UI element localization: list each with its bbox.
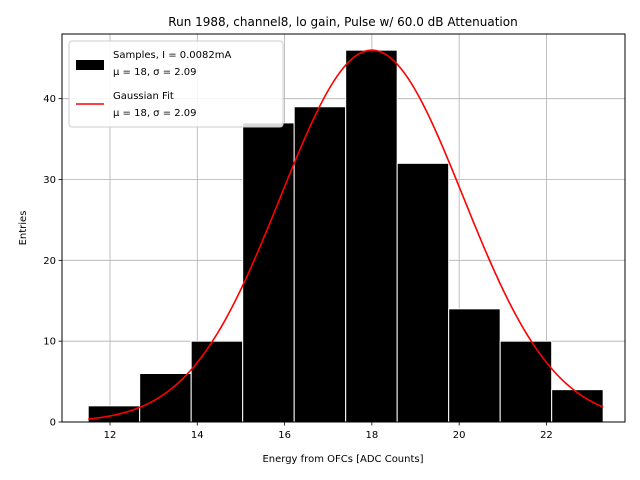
gaussian-fit [88, 49, 604, 420]
x-tick-label: 14 [191, 430, 204, 441]
legend-fit-label: Gaussian Fit [113, 91, 174, 102]
legend-box [68, 40, 284, 128]
gaussian-fit-curve [88, 49, 604, 420]
histogram-bar [448, 308, 501, 423]
axis-ticks: 12 14 16 18 20 22 0 10 20 30 40 [43, 94, 553, 441]
y-tick-label: 30 [43, 175, 56, 186]
histogram-bar [87, 405, 141, 423]
histogram-bar [499, 340, 553, 423]
x-tick-label: 12 [104, 430, 117, 441]
histogram-bar [190, 340, 244, 423]
y-tick-label: 40 [43, 94, 56, 105]
legend-fit-stats: μ = 18, σ = 2.09 [113, 108, 197, 119]
histogram-bar [551, 389, 604, 423]
x-axis-label: Energy from OFCs [ADC Counts] [262, 454, 423, 465]
y-tick-label: 10 [43, 337, 56, 348]
y-tick-label: 0 [50, 418, 56, 429]
x-tick-label: 18 [366, 430, 379, 441]
histogram-bar [242, 122, 295, 423]
legend: Samples, I = 0.0082mA μ = 18, σ = 2.09 G… [68, 40, 284, 128]
legend-samples-label: Samples, I = 0.0082mA [113, 50, 231, 61]
histogram-bars [87, 49, 604, 423]
x-tick-label: 22 [540, 430, 553, 441]
y-tick-label: 20 [43, 256, 56, 267]
plot-frame [61, 33, 626, 423]
legend-samples-stats: μ = 18, σ = 2.09 [113, 67, 197, 78]
histogram-bar [139, 373, 192, 423]
histogram-bar [396, 162, 450, 423]
chart-title: Run 1988, channel8, lo gain, Pulse w/ 60… [168, 15, 517, 29]
histogram-bar [345, 49, 398, 423]
x-tick-label: 20 [453, 430, 466, 441]
x-tick-label: 16 [278, 430, 291, 441]
legend-samples-swatch [76, 60, 104, 70]
y-axis-label: Entries [18, 211, 29, 246]
histogram-bar [293, 106, 347, 423]
